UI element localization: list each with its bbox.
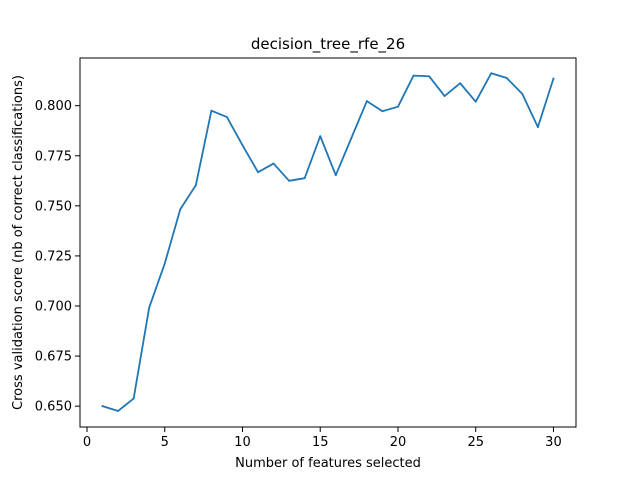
chart-title: decision_tree_rfe_26: [251, 35, 405, 54]
data-point: [521, 93, 524, 95]
data-point: [241, 144, 244, 147]
x-axis-ticks: 0 5 10 15 20 25 30: [83, 427, 562, 450]
y-tick-label: 0.675: [35, 350, 72, 365]
data-point: [443, 95, 446, 97]
plot-area: [101, 72, 555, 412]
axes-frame: [79, 57, 577, 428]
data-point: [537, 126, 539, 129]
y-tick-label: 0.800: [35, 99, 72, 114]
data-point: [117, 410, 119, 412]
data-point: [319, 135, 322, 138]
data-point: [428, 75, 430, 78]
data-point: [412, 74, 415, 77]
y-tick-label: 0.700: [35, 300, 72, 315]
data-point: [257, 171, 259, 174]
y-tick-label: 0.775: [35, 149, 72, 164]
x-tick-label: 30: [545, 435, 562, 450]
data-point: [505, 77, 508, 79]
x-tick-label: 0: [83, 435, 91, 450]
data-point: [459, 82, 462, 85]
data-point: [381, 110, 384, 113]
data-point: [288, 179, 291, 182]
x-axis-label: Number of features selected: [235, 456, 421, 471]
data-point: [365, 100, 368, 102]
x-tick-label: 15: [312, 435, 329, 450]
data-point: [148, 306, 151, 309]
data-point: [350, 137, 353, 140]
data-point: [163, 262, 166, 265]
data-point: [303, 177, 306, 180]
y-tick-label: 0.650: [35, 400, 72, 415]
data-point: [552, 77, 555, 80]
data-point: [210, 109, 213, 112]
x-tick-label: 5: [161, 435, 169, 450]
data-point: [272, 162, 275, 165]
y-axis-ticks: 0.650 0.675 0.700 0.725 0.750 0.775 0.800: [35, 99, 80, 415]
data-point: [226, 116, 228, 118]
data-point: [397, 105, 399, 108]
x-tick-label: 10: [234, 435, 251, 450]
data-point: [334, 174, 337, 177]
data-point: [101, 405, 104, 408]
y-tick-label: 0.750: [35, 199, 72, 214]
x-tick-label: 25: [467, 435, 484, 450]
data-point: [474, 100, 477, 103]
data-point: [490, 72, 493, 75]
x-tick-label: 20: [390, 435, 407, 450]
series-line: [101, 72, 555, 412]
y-tick-label: 0.725: [35, 249, 72, 264]
data-point: [194, 184, 197, 187]
data-point: [179, 208, 182, 211]
y-axis-label: Cross validation score (nb of correct cl…: [11, 75, 26, 410]
data-point: [132, 397, 135, 400]
